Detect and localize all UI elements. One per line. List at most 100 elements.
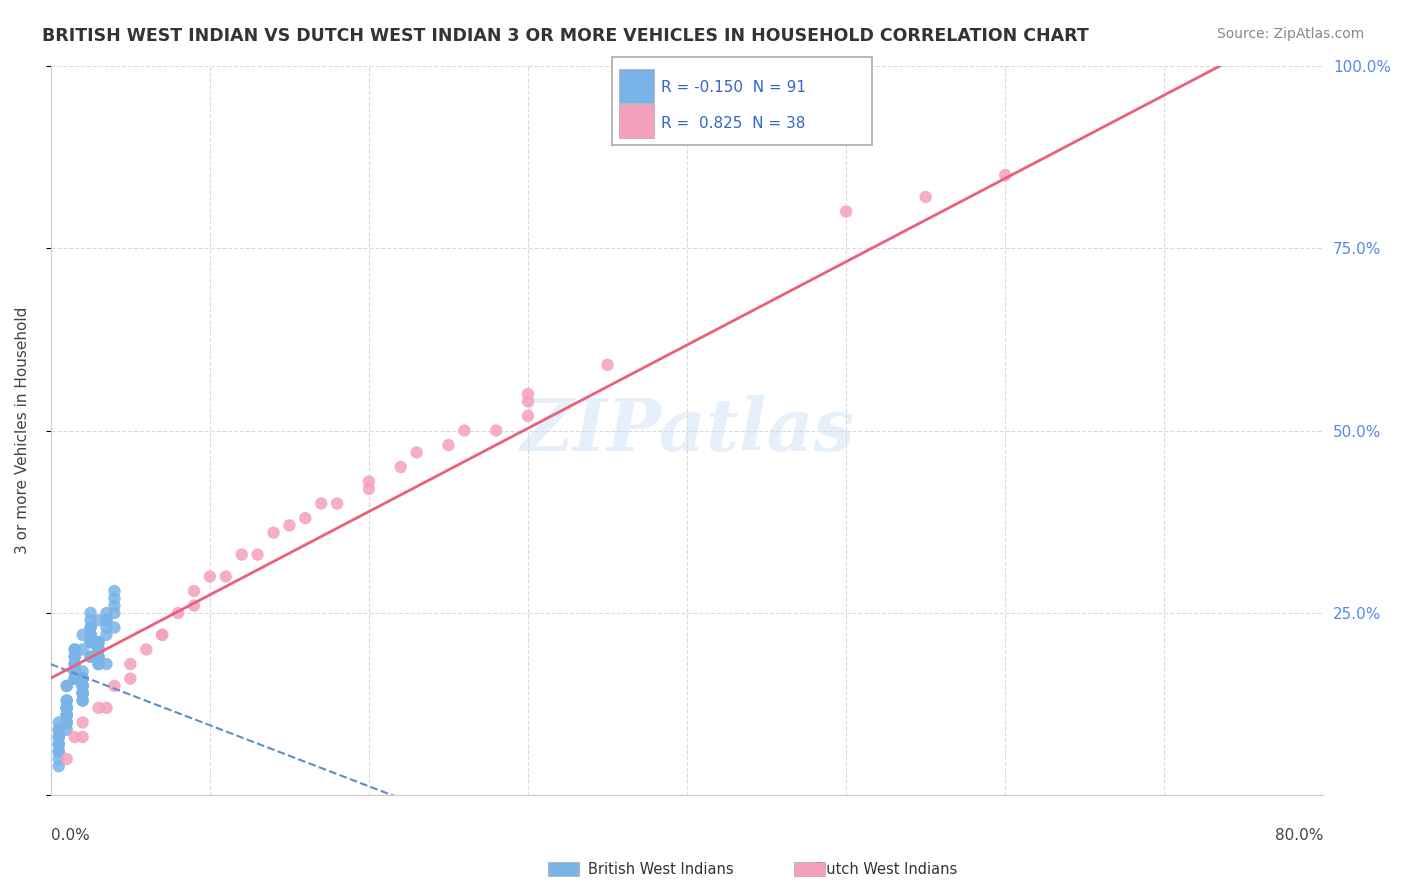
Point — [55, 679, 77, 693]
Point — [120, 657, 142, 671]
Point — [55, 701, 77, 715]
Point — [55, 693, 77, 707]
Point — [55, 708, 77, 723]
Point — [453, 424, 475, 438]
Point — [263, 525, 285, 540]
Point — [79, 628, 101, 642]
Point — [48, 737, 70, 751]
Text: Dutch West Indians: Dutch West Indians — [814, 863, 957, 877]
Point — [72, 665, 94, 679]
Point — [326, 496, 349, 510]
Text: British West Indians: British West Indians — [588, 863, 734, 877]
Text: 0.0%: 0.0% — [51, 829, 90, 843]
Point — [596, 358, 619, 372]
Point — [55, 715, 77, 730]
Point — [55, 715, 77, 730]
Point — [485, 424, 508, 438]
Point — [48, 715, 70, 730]
Point — [835, 204, 858, 219]
Point — [103, 599, 125, 613]
Point — [231, 548, 253, 562]
Point — [55, 701, 77, 715]
Point — [87, 657, 110, 671]
Point — [72, 642, 94, 657]
Point — [55, 723, 77, 737]
Point — [63, 665, 86, 679]
Point — [72, 686, 94, 700]
Point — [63, 730, 86, 744]
Point — [357, 482, 380, 496]
Point — [87, 642, 110, 657]
Point — [55, 715, 77, 730]
Point — [87, 642, 110, 657]
Point — [96, 701, 118, 715]
Point — [55, 693, 77, 707]
Point — [246, 548, 269, 562]
Point — [72, 679, 94, 693]
Point — [294, 511, 316, 525]
Point — [79, 649, 101, 664]
Point — [79, 649, 101, 664]
Point — [150, 628, 173, 642]
Point — [48, 745, 70, 759]
Point — [63, 649, 86, 664]
Point — [167, 606, 190, 620]
Point — [63, 665, 86, 679]
Point — [63, 672, 86, 686]
Text: Source: ZipAtlas.com: Source: ZipAtlas.com — [1216, 27, 1364, 41]
Point — [72, 628, 94, 642]
Point — [96, 628, 118, 642]
Point — [87, 649, 110, 664]
Point — [183, 584, 205, 599]
Point — [55, 708, 77, 723]
Point — [72, 672, 94, 686]
Text: BRITISH WEST INDIAN VS DUTCH WEST INDIAN 3 OR MORE VEHICLES IN HOUSEHOLD CORRELA: BRITISH WEST INDIAN VS DUTCH WEST INDIAN… — [42, 27, 1088, 45]
Text: R =  0.825  N = 38: R = 0.825 N = 38 — [661, 116, 806, 130]
Point — [103, 679, 125, 693]
Point — [96, 606, 118, 620]
Point — [87, 635, 110, 649]
Point — [55, 752, 77, 766]
Point — [63, 642, 86, 657]
Point — [914, 190, 936, 204]
Point — [517, 394, 540, 409]
Point — [63, 642, 86, 657]
Point — [55, 701, 77, 715]
Point — [48, 723, 70, 737]
Point — [87, 657, 110, 671]
Point — [79, 621, 101, 635]
Point — [72, 686, 94, 700]
Text: R = -0.150  N = 91: R = -0.150 N = 91 — [661, 80, 806, 95]
Y-axis label: 3 or more Vehicles in Household: 3 or more Vehicles in Household — [15, 307, 30, 554]
Point — [72, 693, 94, 707]
Point — [48, 730, 70, 744]
Point — [87, 613, 110, 627]
Text: 80.0%: 80.0% — [1275, 829, 1323, 843]
Point — [120, 672, 142, 686]
Point — [103, 591, 125, 606]
Point — [437, 438, 460, 452]
Point — [48, 759, 70, 773]
Point — [48, 752, 70, 766]
Point — [309, 496, 332, 510]
Point — [517, 409, 540, 423]
Point — [87, 649, 110, 664]
Point — [55, 708, 77, 723]
Point — [87, 635, 110, 649]
Point — [63, 657, 86, 671]
Point — [103, 606, 125, 620]
Point — [79, 621, 101, 635]
Point — [79, 628, 101, 642]
Point — [96, 613, 118, 627]
Point — [72, 715, 94, 730]
Point — [48, 745, 70, 759]
Point — [278, 518, 301, 533]
Point — [72, 679, 94, 693]
Point — [63, 665, 86, 679]
Point — [72, 686, 94, 700]
Point — [72, 672, 94, 686]
Point — [405, 445, 427, 459]
Point — [48, 737, 70, 751]
Point — [72, 730, 94, 744]
Point — [96, 613, 118, 627]
